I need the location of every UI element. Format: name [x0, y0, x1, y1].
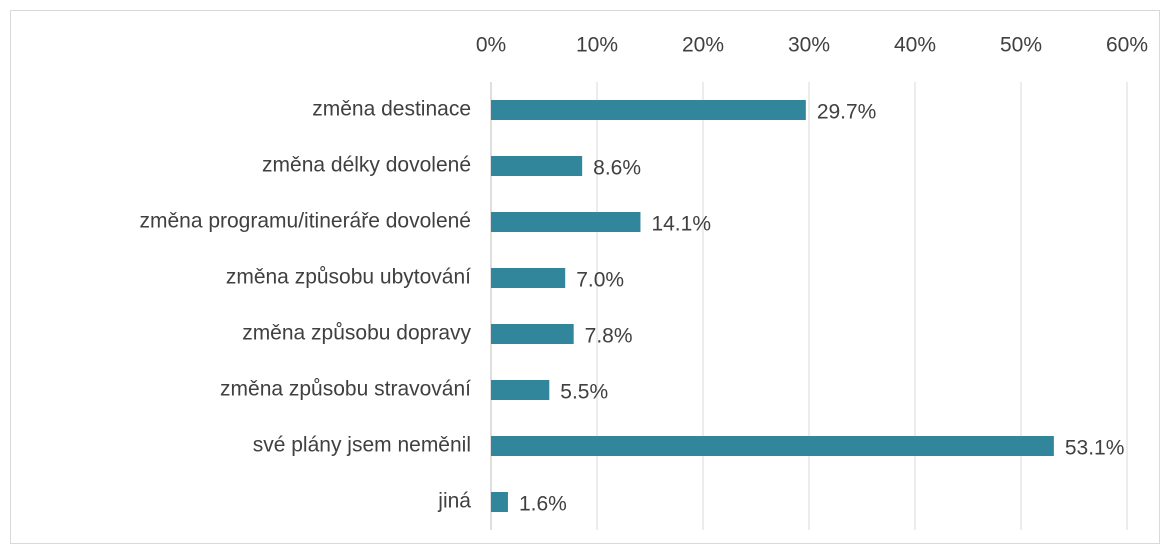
- y-tick-label: změna destinace: [312, 98, 471, 121]
- y-tick-label: změna délky dovolené: [262, 154, 471, 177]
- x-tick-label: 20%: [682, 34, 724, 57]
- y-tick-label: změna způsobu dopravy: [242, 322, 471, 345]
- y-tick-label: změna způsobu stravování: [220, 378, 471, 401]
- data-label: 29.7%: [817, 101, 877, 124]
- y-tick-label: jiná: [437, 490, 471, 513]
- data-label: 5.5%: [560, 381, 608, 404]
- x-tick-label: 60%: [1106, 34, 1148, 57]
- data-label: 7.0%: [576, 269, 624, 292]
- bar: [491, 156, 583, 176]
- bar: [491, 324, 574, 344]
- bar: [491, 492, 508, 512]
- y-tick-label: změna způsobu ubytování: [226, 266, 471, 289]
- bar: [491, 436, 1054, 456]
- x-tick-label: 40%: [894, 34, 936, 57]
- data-label: 7.8%: [585, 325, 633, 348]
- bar: [491, 380, 550, 400]
- x-tick-label: 50%: [1000, 34, 1042, 57]
- bar: [491, 268, 566, 288]
- data-label: 1.6%: [519, 493, 567, 516]
- x-tick-label: 0%: [476, 34, 506, 57]
- bar: [491, 100, 806, 120]
- data-label: 14.1%: [651, 213, 711, 236]
- y-tick-label: změna programu/itineráře dovolené: [139, 210, 471, 233]
- x-tick-label: 10%: [576, 34, 618, 57]
- y-tick-label: své plány jsem neměnil: [253, 434, 471, 457]
- data-label: 8.6%: [593, 157, 641, 180]
- bar: [491, 212, 641, 232]
- data-label: 53.1%: [1065, 437, 1125, 460]
- x-tick-label: 30%: [788, 34, 830, 57]
